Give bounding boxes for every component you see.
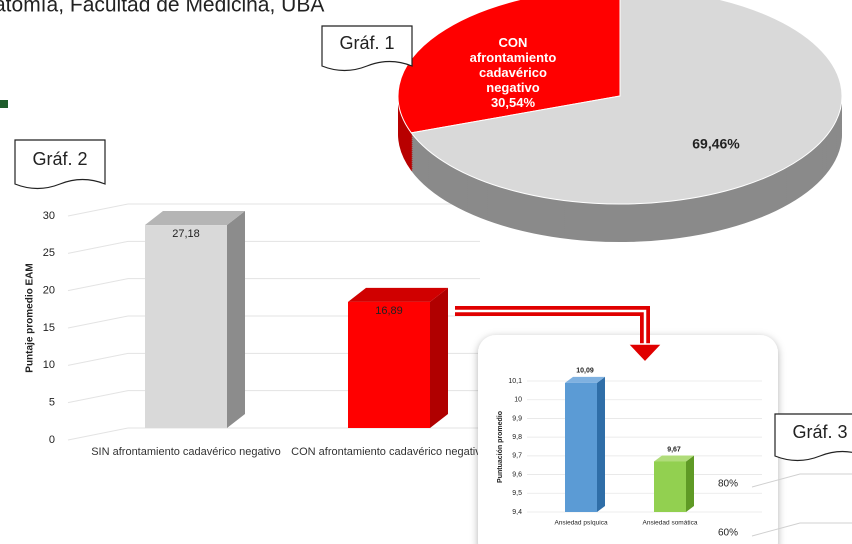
slice-label: CON afrontamiento cadavérico negativo xyxy=(469,36,557,95)
header-text: atomía, Facultad de Medicina, UBA xyxy=(0,0,324,17)
pie-slice xyxy=(397,0,621,134)
grid-line xyxy=(67,240,480,254)
bar-side xyxy=(430,287,448,428)
value-label: 10,09 xyxy=(576,368,594,375)
grid-line xyxy=(67,203,480,217)
y-axis-label: Puntaje promedio EAM xyxy=(25,263,36,372)
category-label: SIN afrontamiento cadavérico negativo xyxy=(91,446,281,458)
value-label: 16,89 xyxy=(375,305,403,317)
value-label: 30,54% xyxy=(490,94,536,110)
arrow-head xyxy=(626,343,664,364)
graf-label: Gráf. 2 xyxy=(32,149,87,169)
y-tick-label: 9,4 xyxy=(512,509,522,516)
grid-line xyxy=(67,278,480,292)
bar-side xyxy=(597,376,605,512)
graf-label-box xyxy=(774,413,852,462)
category-label: CON afrontamiento cadavérico negativo xyxy=(291,446,487,458)
y-tick-label: 9,7 xyxy=(512,453,522,460)
bar-top xyxy=(145,211,245,226)
y-tick-label: 30 xyxy=(43,210,55,222)
y-tick-label: 10,1 xyxy=(508,378,522,385)
bullet xyxy=(0,100,8,108)
graf-label: Gráf. 3 xyxy=(792,422,847,442)
value-label: 27,18 xyxy=(172,228,200,240)
bar-side xyxy=(227,211,245,428)
y-tick-label: 0 xyxy=(49,434,55,446)
y-tick-label: 9,8 xyxy=(512,434,522,441)
y-axis-label: Puntuación promedio xyxy=(497,411,504,483)
y-tick-label: 60% xyxy=(718,528,738,539)
bar xyxy=(145,225,227,428)
arrow-inner xyxy=(455,309,647,346)
graf-label: Gráf. 1 xyxy=(339,33,394,53)
grid-line xyxy=(751,522,852,537)
bar-side xyxy=(686,455,694,512)
y-tick-label: 9,9 xyxy=(512,415,522,422)
y-tick-label: 10 xyxy=(43,359,55,371)
inset-panel xyxy=(478,335,778,544)
label-box: CON afrontamiento cadavérico negativo30,… xyxy=(469,36,557,110)
bar xyxy=(348,301,430,428)
y-tick-label: 20 xyxy=(43,285,55,297)
grid-line xyxy=(67,427,480,441)
bar-top xyxy=(654,455,694,462)
y-tick-label: 5 xyxy=(49,397,55,409)
y-tick-label: 9,5 xyxy=(512,490,522,497)
bar xyxy=(565,382,597,512)
label-box: CON afrontamiento cadavérico negativo xyxy=(291,446,487,458)
bar-top xyxy=(348,287,448,302)
bar-top xyxy=(565,376,605,383)
y-tick-label: 25 xyxy=(43,247,55,259)
grid-line xyxy=(751,473,852,488)
value-label: 9,67 xyxy=(667,446,681,453)
y-tick-label: 80% xyxy=(718,479,738,490)
value-label: 69,46% xyxy=(692,136,740,152)
category-label: Ansiedad somática xyxy=(643,520,698,527)
pie-slice xyxy=(410,0,843,205)
label-box: SIN afrontamiento cadavérico negativo xyxy=(91,446,281,458)
y-tick-label: 10 xyxy=(514,397,522,404)
bar xyxy=(654,461,686,512)
graf-label-box xyxy=(14,139,106,190)
y-tick-label: 9,6 xyxy=(512,471,522,478)
graf-label-box xyxy=(321,25,413,72)
y-tick-label: 15 xyxy=(43,322,55,334)
category-label: Ansiedad psíquica xyxy=(554,520,608,527)
